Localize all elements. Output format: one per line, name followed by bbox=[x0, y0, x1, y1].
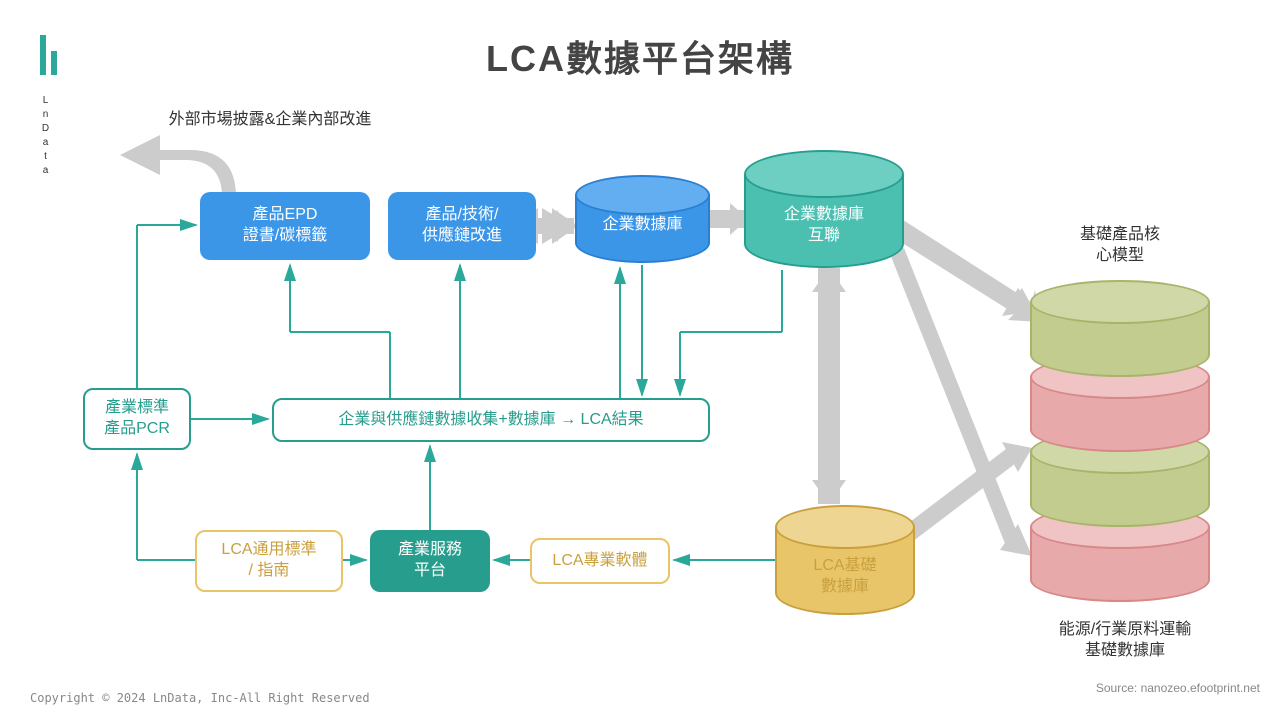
stack-segment-0 bbox=[1030, 280, 1210, 377]
copyright-text: Copyright © 2024 LnData, Inc-All Right R… bbox=[30, 691, 370, 705]
node-service: 產業服務 平台 bbox=[370, 530, 490, 592]
node-epd: 產品EPD 證書/碳標籤 bbox=[200, 192, 370, 260]
node-pcr: 產業標準 產品PCR bbox=[83, 388, 191, 450]
node-collect: 企業與供應鏈數據收集+數據庫 → LCA結果 bbox=[272, 398, 710, 442]
node-lca_sw: LCA專業軟體 bbox=[530, 538, 670, 584]
node-lca_std: LCA通用標準 / 指南 bbox=[195, 530, 343, 592]
annotation-stack-bottom: 能源/行業原料運輸 基礎數據庫 bbox=[1030, 620, 1220, 662]
annotation-disclosure: 外部市場披露&企業內部改進 bbox=[150, 110, 390, 131]
cylinder-interconnect: 企業數據庫 互聯 bbox=[744, 150, 904, 268]
diagram-canvas: 外部市場披露&企業內部改進 基礎產品核 心模型 能源/行業原料運輸 基礎數據庫 … bbox=[0, 0, 1280, 720]
node-improve: 產品/技術/ 供應鏈改進 bbox=[388, 192, 536, 260]
source-text: Source: nanozeo.efootprint.net bbox=[1096, 681, 1260, 695]
annotation-stack-top: 基礎產品核 心模型 bbox=[1060, 225, 1180, 267]
cylinder-lca_base: LCA基礎 數據庫 bbox=[775, 505, 915, 615]
cylinder-enterprise_db: 企業數據庫 bbox=[575, 175, 710, 263]
